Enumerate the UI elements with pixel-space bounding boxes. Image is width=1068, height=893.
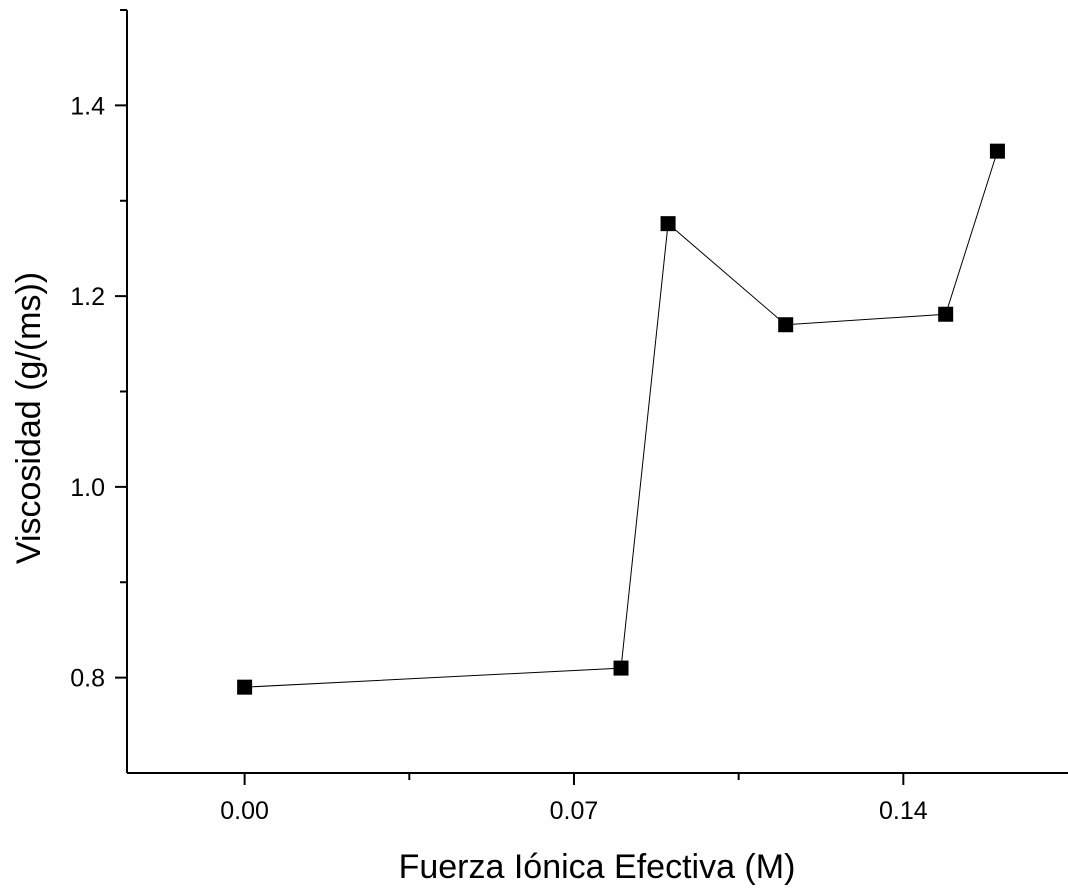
- ticks: 0.00 0.07 0.14 0.8 1.0 1.2 1.4: [70, 9, 928, 825]
- series: [237, 143, 1005, 695]
- x-tick-label-0: 0.00: [220, 797, 269, 825]
- series-line-0: [244, 151, 998, 688]
- data-point-4: [938, 306, 954, 322]
- y-tick-label-0: 0.8: [70, 665, 105, 693]
- axes: [126, 10, 1068, 774]
- data-point-1: [613, 660, 629, 676]
- data-point-0: [237, 679, 253, 695]
- y-tick-label-2: 1.2: [70, 283, 105, 311]
- y-tick-label-1: 1.0: [70, 474, 105, 502]
- y-tick-label-3: 1.4: [70, 92, 105, 120]
- data-point-3: [778, 317, 794, 333]
- x-axis-title: Fuerza Iónica Efectiva (M): [399, 848, 796, 886]
- data-point-5: [989, 143, 1005, 159]
- x-tick-label-1: 0.07: [550, 797, 599, 825]
- data-point-2: [660, 216, 676, 232]
- x-tick-label-2: 0.14: [879, 797, 928, 825]
- y-axis-title: Viscosidad (g/(ms)): [10, 272, 48, 564]
